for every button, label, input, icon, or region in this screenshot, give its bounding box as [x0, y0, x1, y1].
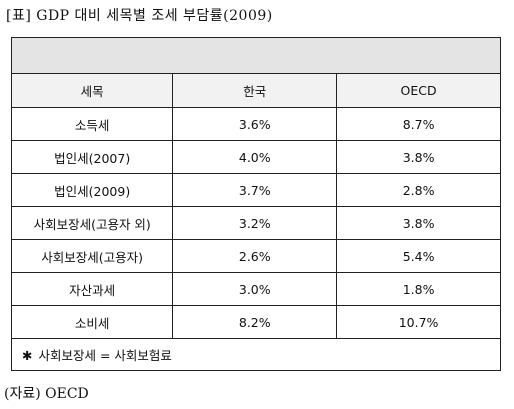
column-header-row: 세목 한국 OECD: [10, 73, 501, 108]
table-row: 법인세(2009) 3.7% 2.8%: [10, 173, 501, 207]
row-item: 자산과세: [10, 272, 174, 306]
row-oecd-value: 3.8%: [336, 206, 501, 240]
row-oecd-value: 5.4%: [336, 239, 501, 273]
row-oecd-value: 2.8%: [336, 173, 501, 207]
row-item: 법인세(2009): [10, 173, 174, 207]
row-oecd-value: 3.8%: [336, 140, 501, 174]
row-item: 사회보장세(고용자 외): [10, 206, 174, 240]
row-oecd-value: 1.8%: [336, 272, 501, 306]
table-row: 사회보장세(고용자) 2.6% 5.4%: [10, 239, 501, 273]
row-oecd-value: 10.7%: [336, 305, 501, 339]
table-row: 소득세 3.6% 8.7%: [10, 107, 501, 141]
table-row: 자산과세 3.0% 1.8%: [10, 272, 501, 306]
header-band-cell: [11, 37, 501, 74]
tax-burden-table: 세목 한국 OECD 소득세 3.6% 8.7% 법인세(2007) 4.0% …: [10, 37, 501, 371]
row-korea-value: 3.0%: [172, 272, 338, 306]
column-header-item: 세목: [10, 73, 174, 108]
row-oecd-value: 8.7%: [336, 107, 501, 141]
table-row: 소비세 8.2% 10.7%: [10, 305, 501, 339]
table-title: [표] GDP 대비 세목별 조세 부담률(2009): [6, 8, 273, 24]
table-note-row: ✱ 사회보장세 = 사회보험료: [11, 338, 501, 371]
row-item: 소비세: [10, 305, 174, 339]
row-item: 법인세(2007): [10, 140, 174, 174]
table-note-cell: ✱ 사회보장세 = 사회보험료: [11, 338, 501, 371]
asterisk-icon: ✱: [22, 348, 33, 363]
column-header-oecd: OECD: [336, 73, 501, 108]
row-korea-value: 3.7%: [172, 173, 338, 207]
table-header-band: [11, 37, 501, 74]
row-item: 소득세: [10, 107, 174, 141]
source-caption: (자료) OECD: [4, 386, 89, 402]
row-korea-value: 3.2%: [172, 206, 338, 240]
row-korea-value: 2.6%: [172, 239, 338, 273]
table-row: 법인세(2007) 4.0% 3.8%: [10, 140, 501, 174]
table-row: 사회보장세(고용자 외) 3.2% 3.8%: [10, 206, 501, 240]
column-header-korea: 한국: [172, 73, 338, 108]
table-note-text: 사회보장세 = 사회보험료: [38, 348, 172, 363]
row-korea-value: 4.0%: [172, 140, 338, 174]
row-korea-value: 8.2%: [172, 305, 338, 339]
row-item: 사회보장세(고용자): [10, 239, 174, 273]
row-korea-value: 3.6%: [172, 107, 338, 141]
